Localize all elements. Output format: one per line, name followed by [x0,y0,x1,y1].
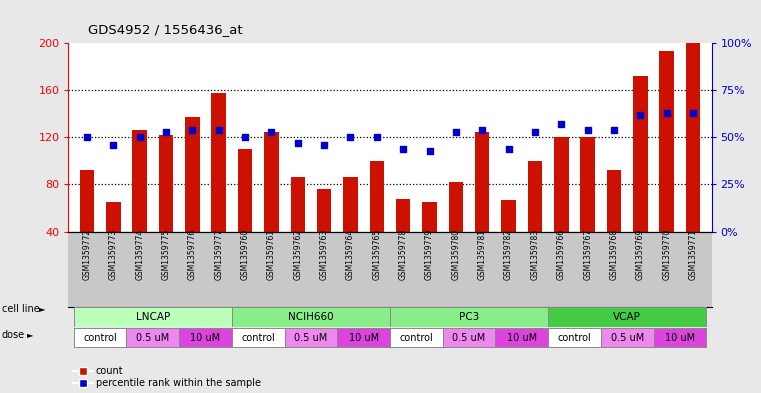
Bar [185,118,199,231]
Point [397,145,409,152]
Point [160,129,172,135]
Bar [291,177,305,231]
Text: 0.5 uM: 0.5 uM [610,332,644,343]
Text: NCIH660: NCIH660 [288,312,334,322]
Point [556,121,568,127]
Bar [74,328,126,347]
Bar [501,200,516,231]
Bar [633,76,648,231]
Text: ►: ► [27,331,33,339]
Bar [527,161,542,231]
Point [529,129,541,135]
Text: 0.5 uM: 0.5 uM [453,332,486,343]
Bar [548,307,706,327]
Text: dose: dose [2,330,24,340]
Bar [370,161,384,231]
Text: 0.5 uM: 0.5 uM [295,332,327,343]
Text: LNCAP: LNCAP [135,312,170,322]
Point [423,147,435,154]
Point [186,127,199,133]
Bar [581,138,595,231]
Text: control: control [558,332,591,343]
Point [634,112,646,118]
Point [318,142,330,148]
Bar [212,93,226,231]
Point [608,127,620,133]
Bar [495,328,548,347]
Bar [390,328,443,347]
Text: control: control [241,332,275,343]
Bar [159,135,174,231]
Text: VCAP: VCAP [613,312,641,322]
Bar [337,328,390,347]
Point [266,129,278,135]
Point [450,129,462,135]
Bar [106,202,120,231]
Bar [548,328,601,347]
Bar [80,170,94,231]
Text: PC3: PC3 [459,312,479,322]
Bar [654,328,706,347]
Bar [422,202,437,231]
Text: GDS4952 / 1556436_at: GDS4952 / 1556436_at [88,24,242,37]
Bar [396,198,410,231]
Text: control: control [83,332,117,343]
Text: cell line: cell line [2,303,40,314]
Text: ►: ► [39,304,46,313]
Text: 10 uM: 10 uM [349,332,379,343]
Point [581,127,594,133]
Bar [601,328,654,347]
Point [661,110,673,116]
Bar [686,43,700,231]
Bar [475,132,489,231]
Bar [232,328,285,347]
Point [81,134,93,141]
Text: control: control [400,332,433,343]
Bar [449,182,463,231]
Bar [390,307,548,327]
Bar [285,328,337,347]
Point [212,127,224,133]
Point [345,134,357,141]
Bar [232,307,390,327]
Text: 10 uM: 10 uM [507,332,537,343]
Point [239,134,251,141]
Point [476,127,489,133]
Point [502,145,514,152]
Bar [264,132,279,231]
Legend: count, percentile rank within the sample: count, percentile rank within the sample [73,366,261,388]
Bar [343,177,358,231]
Bar [317,189,331,231]
Bar [126,328,179,347]
Bar [179,328,232,347]
Bar [607,170,621,231]
Bar [554,138,568,231]
Text: 10 uM: 10 uM [190,332,221,343]
Bar [443,328,495,347]
Bar [660,51,674,231]
Point [134,134,146,141]
Bar [74,307,232,327]
Point [107,142,119,148]
Point [291,140,304,146]
Text: 10 uM: 10 uM [665,332,695,343]
Bar [238,149,253,231]
Point [687,110,699,116]
Text: 0.5 uM: 0.5 uM [136,332,170,343]
Point [371,134,383,141]
Bar [132,130,147,231]
